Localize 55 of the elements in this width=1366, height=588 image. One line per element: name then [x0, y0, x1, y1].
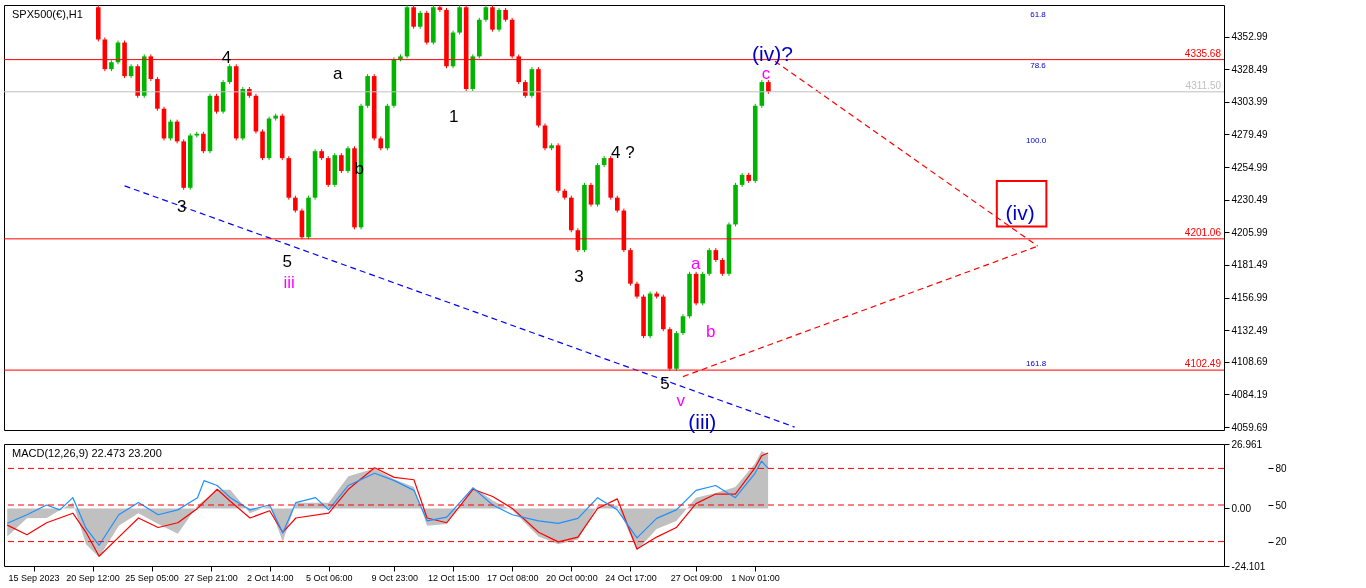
x-tick-label: 25 Sep 05:00 [125, 572, 179, 583]
annotation: (iv) [1005, 200, 1035, 224]
annotation: b [354, 159, 364, 179]
ref-line-label: 4311.50 [1185, 79, 1222, 91]
x-tick-label: 27 Sep 21:00 [184, 572, 238, 583]
annotation: 78.6 [1030, 61, 1047, 71]
annotation: 5 [282, 252, 292, 272]
annotation: c [761, 64, 771, 84]
annotation: (iv)? [752, 41, 793, 65]
y-tick-label: 4156.99 [1231, 292, 1269, 304]
y2-tick-label: 80 [1275, 462, 1288, 474]
x-tick-label: 5 Oct 06:00 [305, 572, 353, 583]
y-tick-label: 4230.49 [1231, 194, 1269, 206]
annotation: a [691, 254, 702, 274]
annotation: 1 [448, 106, 459, 126]
annotation: iii [283, 272, 295, 292]
y-tick-label: 4205.99 [1231, 226, 1269, 238]
y-tick-label: 4084.19 [1231, 388, 1269, 400]
ref-line-label: 4102.49 [1184, 358, 1222, 370]
y-tick-label: 4279.49 [1231, 128, 1269, 140]
y2-tick-label: 50 [1275, 499, 1288, 511]
annotation: b [706, 322, 716, 342]
annotation: 61.8 [1030, 9, 1047, 19]
y-tick-label: -24.101 [1231, 560, 1266, 572]
y-tick-label: 4328.49 [1231, 63, 1269, 75]
annotation: v [676, 391, 686, 411]
y-tick-label: 4181.49 [1231, 259, 1269, 271]
y-tick-label: 26.961 [1231, 438, 1263, 450]
x-tick-label: 17 Oct 08:00 [487, 572, 539, 583]
annotation: 3 [574, 266, 584, 286]
chart-title: SPX500(€),H1 [12, 8, 83, 20]
y-tick-label: 4303.99 [1231, 96, 1269, 108]
ref-line-label: 4335.68 [1184, 47, 1222, 59]
x-tick-label: 12 Oct 15:00 [428, 572, 480, 583]
x-tick-label: 27 Oct 09:00 [670, 572, 723, 583]
ref-line-label: 4201.06 [1184, 226, 1222, 238]
y-tick-label: 4254.99 [1231, 161, 1269, 173]
annotation: (iii) [688, 410, 717, 434]
y-tick-label: 4108.69 [1231, 356, 1269, 368]
y-tick-label: 4352.99 [1231, 31, 1269, 43]
y2-tick-label: 20 [1275, 536, 1288, 548]
y-tick-label: 0.00 [1231, 502, 1252, 514]
x-tick-label: 15 Sep 2023 [8, 572, 60, 583]
annotation: 161.8 [1026, 358, 1047, 368]
x-tick-label: 20 Sep 12:00 [66, 572, 120, 583]
x-tick-label: 2 Oct 14:00 [246, 572, 294, 583]
x-tick-label: 20 Oct 00:00 [546, 572, 598, 583]
x-tick-label: 1 Nov 01:00 [731, 572, 780, 583]
y-tick-label: 4059.69 [1231, 421, 1269, 433]
annotation: 4 ? [611, 143, 635, 163]
annotation: a [333, 64, 344, 84]
annotation: 100.0 [1026, 136, 1047, 146]
x-tick-label: 9 Oct 23:00 [371, 572, 419, 583]
y-tick-label: 4132.49 [1231, 324, 1269, 336]
x-tick-label: 24 Oct 17:00 [605, 572, 657, 583]
